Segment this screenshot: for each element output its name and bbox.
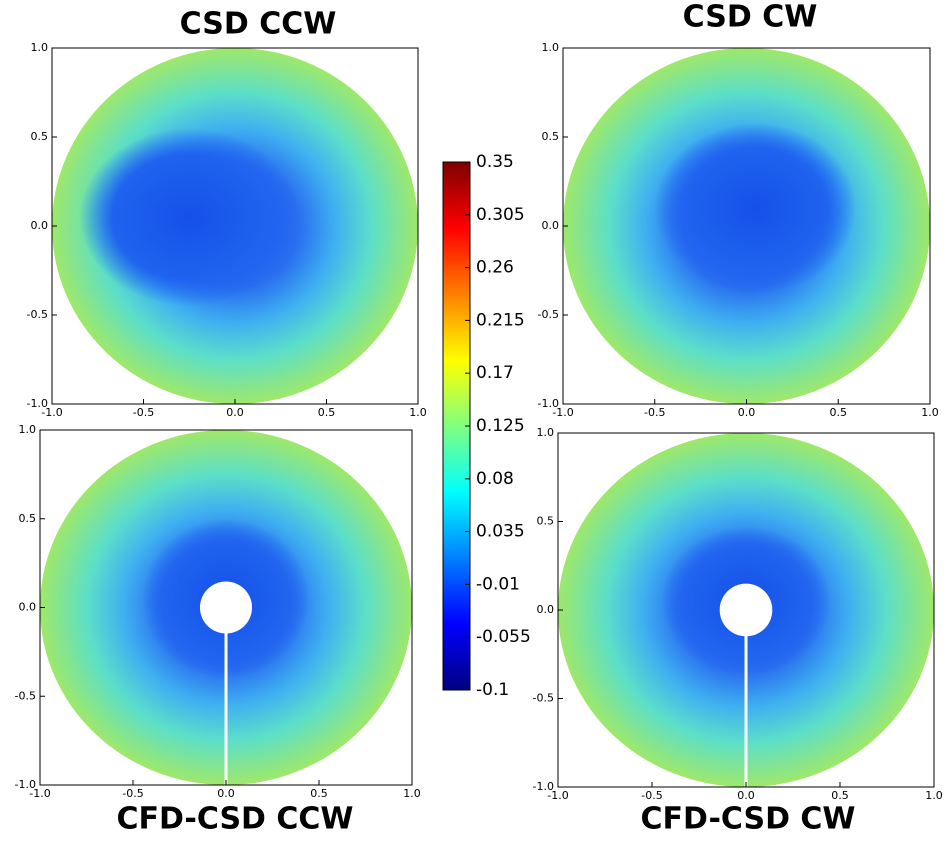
chart-title: CFD-CSD CCW [116,802,353,837]
y-tick-label: -1.0 [538,397,559,410]
x-tick-label: -1.0 [41,406,62,419]
chart-title: CSD CW [683,0,818,35]
y-tick-label: 0.0 [542,219,560,232]
x-tick-label: 0.0 [226,406,244,419]
y-tick-label: -1.0 [15,778,36,791]
x-tick-label: 1.0 [921,406,939,419]
y-tick-label: -0.5 [538,308,559,321]
x-tick-label: 1.0 [403,787,421,800]
hub-hole [199,581,253,634]
x-tick-label: 0.5 [318,406,336,419]
y-tick-label: -1.0 [533,780,554,793]
colorbar-tick-label: -0.1 [476,680,509,700]
colorbar-tick-label: -0.055 [476,627,531,647]
x-tick-label: 1.0 [925,789,943,802]
chart-title: CSD CCW [180,7,337,42]
x-tick-label: 0.0 [738,406,756,419]
colorbar-tick-label: 0.35 [476,152,514,172]
y-tick-label: 0.5 [19,512,37,525]
colorbar-tick-label: 0.26 [476,258,514,278]
colorbar-tick-label: -0.01 [476,574,520,594]
hub-hole [719,583,773,637]
y-tick-label: 0.5 [542,130,560,143]
y-tick-label: -0.5 [27,308,48,321]
x-tick-label: 0.5 [310,787,328,800]
colorbar-tick-label: 0.215 [476,310,525,330]
x-tick-label: 0.5 [831,789,849,802]
y-tick-label: 1.0 [542,41,560,54]
x-tick-label: -0.5 [641,789,662,802]
y-tick-label: -0.5 [15,689,36,702]
y-tick-label: -1.0 [27,397,48,410]
x-tick-label: 0.0 [217,787,235,800]
low-region [79,128,300,307]
x-tick-label: -1.0 [547,789,568,802]
chart-title: CFD-CSD CW [640,802,855,837]
x-tick-label: -0.5 [644,406,665,419]
y-tick-label: 0.0 [19,601,37,614]
y-tick-label: 0.5 [537,515,555,528]
colorbar-tick-label: 0.08 [476,469,514,489]
y-tick-label: 1.0 [537,426,555,439]
x-tick-label: 0.5 [830,406,848,419]
colorbar-tick-label: 0.125 [476,416,525,436]
x-tick-label: -1.0 [552,406,573,419]
y-tick-label: 0.0 [537,603,555,616]
colorbar-tick-label: 0.035 [476,522,525,542]
colorbar-tick-label: 0.17 [476,363,514,383]
y-tick-label: 0.0 [31,219,49,232]
y-tick-label: 1.0 [31,41,49,54]
x-tick-label: -0.5 [122,787,143,800]
x-tick-label: 0.0 [737,789,755,802]
y-tick-label: -0.5 [533,692,554,705]
y-tick-label: 1.0 [19,423,37,436]
x-tick-label: -0.5 [133,406,154,419]
x-tick-label: -1.0 [29,787,50,800]
low-region [654,122,857,294]
y-tick-label: 0.5 [31,130,49,143]
x-tick-label: 1.0 [409,406,427,419]
colorbar-tick-label: 0.305 [476,205,525,225]
